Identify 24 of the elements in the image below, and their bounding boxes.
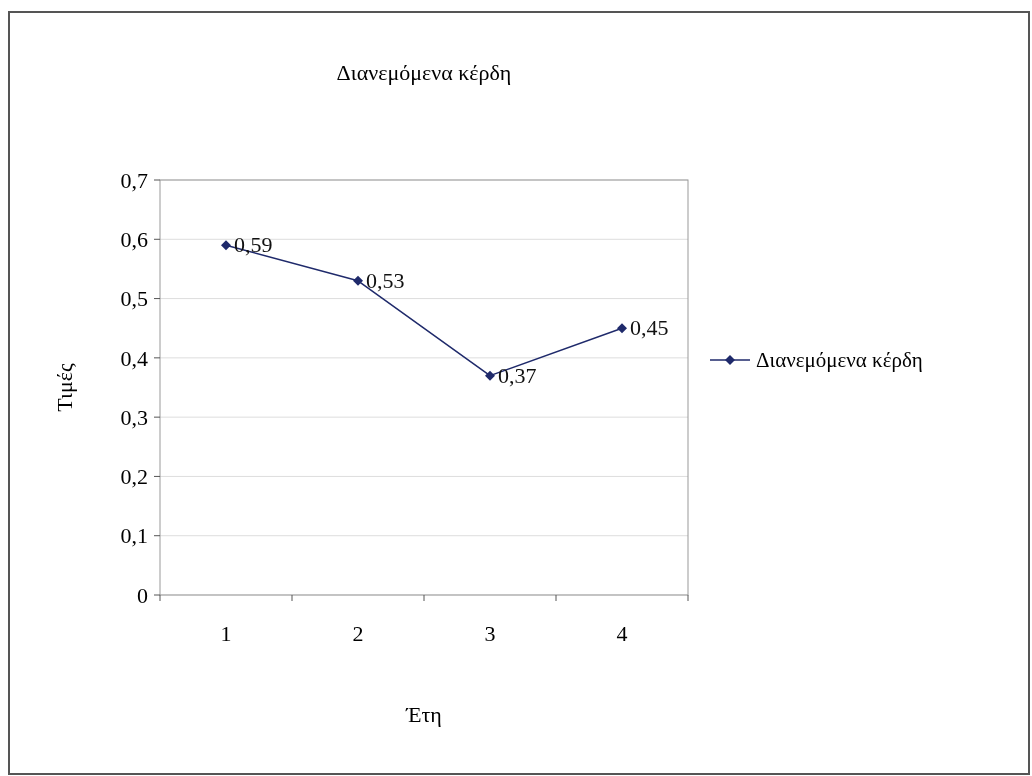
data-label: 0,37 — [498, 362, 537, 388]
point — [221, 240, 231, 251]
y-tick-label: 0,6 — [120, 226, 148, 252]
point — [485, 370, 495, 381]
point — [353, 275, 363, 286]
data-label: 0,53 — [366, 267, 405, 293]
y-tick-label: 0 — [137, 582, 148, 608]
point — [617, 323, 627, 334]
y-tick-label: 0,2 — [120, 464, 148, 490]
x-tick-label: 4 — [616, 621, 628, 646]
x-axis-title: Έτη — [405, 702, 442, 727]
y-tick-label: 0,1 — [120, 523, 148, 549]
data-label: 0,59 — [234, 232, 273, 258]
y-tick-label: 0,4 — [120, 345, 148, 371]
y-axis-title: Τιμές — [52, 363, 77, 412]
chart-title: Διανεμόμενα κέρδη — [336, 60, 512, 85]
legend-label: Διανεμόμενα κέρδη — [756, 348, 923, 373]
y-tick-label: 0,5 — [120, 286, 148, 312]
x-tick-label: 2 — [352, 621, 364, 646]
x-tick-label: 1 — [220, 621, 232, 646]
y-tick-label: 0,7 — [120, 167, 148, 193]
x-tick-label: 3 — [484, 621, 496, 646]
data-label: 0,45 — [630, 315, 669, 341]
y-tick-label: 0,3 — [120, 404, 148, 430]
